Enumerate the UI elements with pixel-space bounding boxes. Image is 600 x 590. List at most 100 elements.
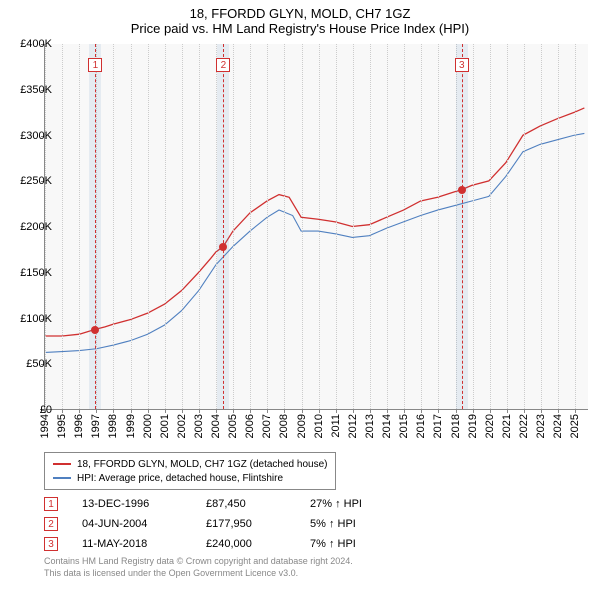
sales-row-price: £177,950 [206,518,286,530]
x-tick [131,409,132,413]
x-tick [199,409,200,413]
x-axis-label: 2007 [261,414,273,438]
y-axis-label: £200K [20,221,52,233]
sales-row-pct: 27% ↑ HPI [310,498,390,510]
sale-marker-dot [91,326,99,334]
sale-marker-dot [219,243,227,251]
gridline [319,44,320,409]
y-axis-label: £400K [20,38,52,50]
x-tick [284,409,285,413]
gridline [438,44,439,409]
y-axis-label: £300K [20,130,52,142]
footer-line1: Contains HM Land Registry data © Crown c… [44,556,353,568]
gridline [182,44,183,409]
gridline [113,44,114,409]
x-axis-label: 2009 [296,414,308,438]
sale-marker-line [462,44,463,409]
sales-row-num: 3 [44,537,58,551]
x-tick [336,409,337,413]
x-tick [473,409,474,413]
sale-marker-box: 1 [88,58,102,72]
x-tick [182,409,183,413]
chart-container: 18, FFORDD GLYN, MOLD, CH7 1GZ Price pai… [0,0,600,590]
sales-table: 113-DEC-1996£87,45027% ↑ HPI204-JUN-2004… [44,494,390,554]
x-axis-label: 2011 [330,414,342,438]
sale-marker-box: 2 [216,58,230,72]
x-axis-label: 2015 [398,414,410,438]
x-axis-label: 2020 [484,414,496,438]
x-axis-label: 2003 [193,414,205,438]
x-axis-label: 2019 [467,414,479,438]
gridline [404,44,405,409]
gridline [387,44,388,409]
x-tick [438,409,439,413]
sales-row-pct: 7% ↑ HPI [310,538,390,550]
x-axis-label: 2024 [552,414,564,438]
gridline [524,44,525,409]
legend-row: HPI: Average price, detached house, Flin… [53,471,327,485]
gridline [336,44,337,409]
x-axis-label: 2023 [535,414,547,438]
x-tick [404,409,405,413]
x-tick [62,409,63,413]
x-axis-label: 1995 [56,414,68,438]
sales-row-date: 04-JUN-2004 [82,518,182,530]
x-axis-label: 2022 [518,414,530,438]
x-tick [319,409,320,413]
x-axis-label: 1998 [107,414,119,438]
x-tick [96,409,97,413]
legend-label: HPI: Average price, detached house, Flin… [77,473,283,484]
x-tick [456,409,457,413]
x-tick [490,409,491,413]
gridline [541,44,542,409]
legend-label: 18, FFORDD GLYN, MOLD, CH7 1GZ (detached… [77,459,327,470]
x-tick [148,409,149,413]
sale-marker-box: 3 [455,58,469,72]
sales-row-price: £240,000 [206,538,286,550]
y-axis-label: £50K [26,358,52,370]
gridline [473,44,474,409]
sale-marker-line [95,44,96,409]
legend-swatch [53,477,71,479]
x-tick [302,409,303,413]
x-axis-label: 2002 [176,414,188,438]
x-axis-label: 2012 [347,414,359,438]
x-tick [113,409,114,413]
y-axis-label: £250K [20,175,52,187]
gridline [148,44,149,409]
gridline [302,44,303,409]
x-tick [575,409,576,413]
sales-row-pct: 5% ↑ HPI [310,518,390,530]
sales-row-date: 11-MAY-2018 [82,538,182,550]
y-axis-label: £100K [20,313,52,325]
sales-row: 204-JUN-2004£177,9505% ↑ HPI [44,514,390,534]
sales-row: 3 11-MAY-2018 £240,000 7% ↑ HPI [44,534,390,554]
x-axis-label: 2001 [159,414,171,438]
x-axis-label: 2014 [381,414,393,438]
gridline [250,44,251,409]
x-axis-label: 2006 [244,414,256,438]
x-tick [541,409,542,413]
x-tick [267,409,268,413]
gridline [79,44,80,409]
x-axis-label: 1996 [73,414,85,438]
sale-marker-line [223,44,224,409]
y-axis-label: £150K [20,267,52,279]
x-axis-label: 2016 [415,414,427,438]
gridline [267,44,268,409]
series-hpi [45,133,584,352]
x-axis-label: 2018 [450,414,462,438]
x-axis-label: 1999 [125,414,137,438]
x-axis-label: 2004 [210,414,222,438]
x-tick [165,409,166,413]
footer-attribution: Contains HM Land Registry data © Crown c… [44,556,353,579]
gridline [370,44,371,409]
x-tick [250,409,251,413]
x-axis-label: 1997 [90,414,102,438]
gridline [62,44,63,409]
title-subtitle: Price paid vs. HM Land Registry's House … [0,21,600,36]
gridline [421,44,422,409]
legend-box: 18, FFORDD GLYN, MOLD, CH7 1GZ (detached… [44,452,336,490]
gridline [490,44,491,409]
x-tick [233,409,234,413]
